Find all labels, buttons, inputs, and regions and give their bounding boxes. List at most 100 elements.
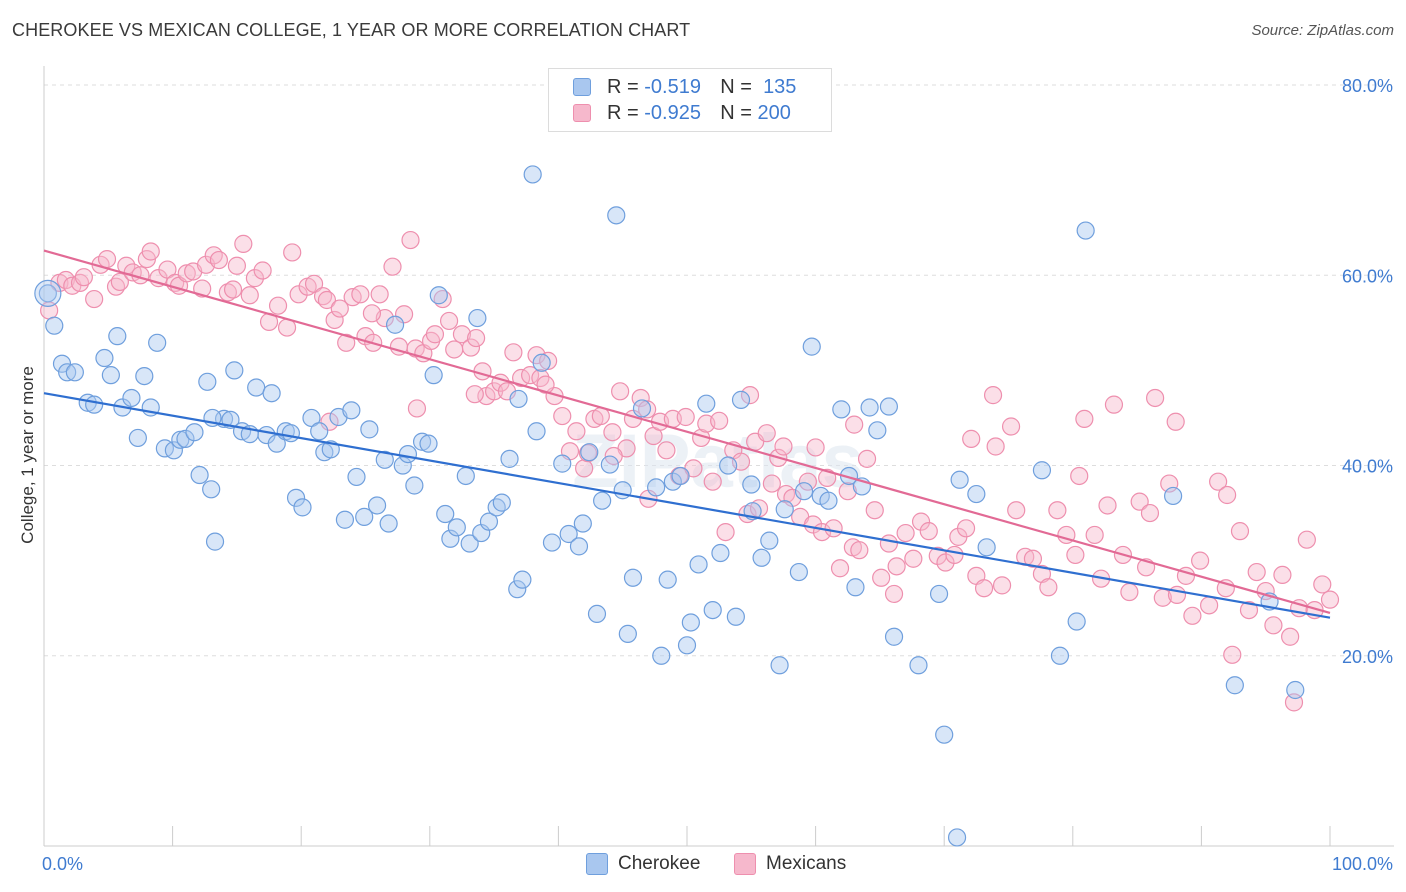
- cherokee-point: [947, 828, 967, 847]
- mexicans-point: [578, 444, 598, 463]
- cherokee-point: [34, 279, 62, 307]
- cherokee-point: [419, 434, 438, 453]
- cherokee-point: [513, 570, 532, 589]
- cherokee-point: [405, 476, 424, 495]
- cherokee-point: [45, 316, 64, 335]
- mexicans-point: [234, 234, 253, 253]
- bottom-legend-label: Cherokee: [618, 853, 701, 874]
- cherokee-point: [726, 607, 745, 626]
- mexicans-point: [1191, 551, 1210, 570]
- cherokee-point: [85, 395, 104, 414]
- cherokee-point: [500, 449, 519, 468]
- tick-labels: 20.0% 40.0% 60.0% 80.0% 0.0% 100.0%: [42, 76, 1393, 874]
- mexicans-point: [1085, 525, 1104, 545]
- cherokee-point: [752, 548, 771, 567]
- legend-r-label: R =: [607, 75, 639, 98]
- cherokee-point: [108, 327, 127, 346]
- cherokee-point: [367, 496, 387, 515]
- mexicans-point: [974, 579, 994, 598]
- cherokee-point: [375, 450, 394, 469]
- mexicans-point: [879, 534, 899, 553]
- cherokee-point: [647, 478, 666, 497]
- mexicans-point: [911, 512, 931, 531]
- mexicans-point: [657, 441, 676, 460]
- mexicans-point: [1183, 606, 1202, 625]
- cherokee-point: [460, 534, 479, 553]
- mexicans-point: [1066, 545, 1085, 565]
- mexicans-point: [461, 338, 481, 357]
- mexicans-points: [40, 230, 1340, 712]
- mexicans-point: [1146, 388, 1165, 408]
- mexicans-point: [240, 286, 259, 305]
- cherokee-point: [190, 465, 209, 485]
- mexicans-point: [983, 386, 1003, 405]
- cherokee-point: [794, 482, 814, 501]
- cherokee-point: [523, 165, 542, 184]
- bottom-legend-label: Mexicans: [766, 853, 847, 874]
- mexicans-point: [638, 400, 657, 419]
- cherokee-point: [293, 498, 312, 517]
- source-label: Source: ZipAtlas.com: [1251, 22, 1394, 39]
- mexicans-point: [401, 230, 420, 250]
- mexicans-point: [110, 272, 129, 292]
- mexicans-point: [956, 519, 976, 538]
- cherokee-point: [164, 441, 183, 460]
- legend-r-label: R =: [607, 101, 639, 124]
- legend: R = -0.519 N = 135 R = -0.925 N = 200: [548, 68, 832, 132]
- cherokee-point: [760, 531, 779, 550]
- mexicans-point: [1273, 565, 1292, 585]
- cherokee-point: [573, 514, 592, 533]
- cherokee-point: [456, 466, 475, 486]
- mexicans-point: [838, 482, 857, 501]
- cherokee-point: [360, 420, 379, 439]
- mexicans-point: [1313, 575, 1332, 594]
- cherokee-point: [658, 570, 677, 589]
- mexicans-point: [304, 274, 324, 293]
- cherokee-point: [731, 390, 751, 409]
- cherokee-point: [205, 532, 225, 551]
- mexicans-point: [245, 269, 265, 288]
- cherokee-point: [569, 537, 589, 556]
- mexicans-point: [370, 285, 389, 304]
- mexicans-point: [824, 519, 843, 538]
- cherokee-point: [385, 315, 405, 334]
- mexicans-point: [223, 280, 243, 299]
- cherokee-point: [468, 308, 487, 328]
- legend-n-value: 135: [763, 75, 797, 98]
- mexicans-point: [757, 424, 776, 443]
- cherokee-point: [1050, 646, 1070, 665]
- mexicans-point: [1140, 503, 1160, 523]
- mexicans-point: [896, 523, 915, 543]
- cherokee-point: [846, 578, 865, 597]
- cherokee-point: [95, 348, 114, 368]
- mexicans-point: [317, 290, 337, 310]
- mexicans-point: [830, 559, 850, 578]
- mexicans-point: [337, 333, 356, 352]
- cherokee-point: [652, 646, 671, 665]
- mexicans-point: [553, 406, 572, 426]
- cherokee-point: [671, 466, 690, 486]
- cherokee-point: [542, 533, 562, 552]
- cherokee-point: [122, 388, 141, 408]
- cherokee-point: [198, 372, 217, 391]
- mexicans-point: [1230, 522, 1250, 541]
- cherokee-point: [677, 636, 697, 655]
- mexicans-point: [97, 249, 117, 269]
- cherokee-point: [335, 510, 355, 529]
- cherokee-point: [593, 491, 612, 510]
- mexicans-point: [1120, 582, 1139, 602]
- legend-r-value: -0.519: [644, 75, 701, 98]
- cherokee-point: [436, 504, 455, 524]
- mexicans-point: [253, 261, 272, 280]
- cherokee-point: [607, 206, 626, 225]
- mexicans-point: [330, 299, 349, 318]
- x-tick-label: 100.0%: [1332, 854, 1393, 874]
- y-axis-label: College, 1 year or more: [18, 366, 37, 544]
- cherokee-point: [802, 337, 821, 356]
- mexicans-point: [872, 568, 891, 587]
- cherokee-point: [580, 443, 599, 462]
- mexicans-point: [716, 522, 735, 542]
- mexicans-point: [445, 340, 464, 359]
- mexicans-point: [986, 437, 1005, 456]
- legend-n-label: N =: [720, 101, 752, 124]
